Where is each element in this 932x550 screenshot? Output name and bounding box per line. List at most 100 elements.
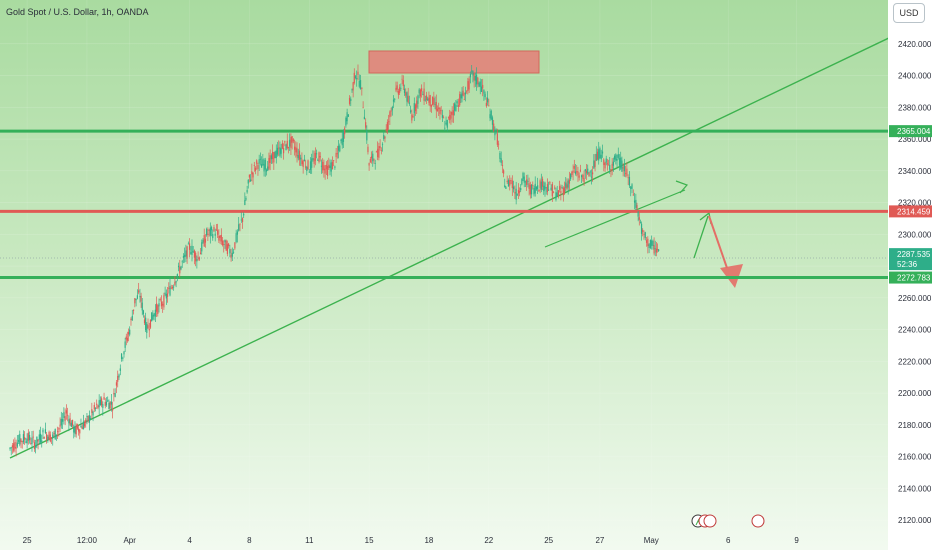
candle-body [283,148,285,154]
candle-body [633,200,636,203]
candle-body [357,71,359,75]
candle-body [251,171,253,175]
x-tick-label: 27 [595,536,604,545]
candle-body [417,95,419,104]
candle-body [24,437,26,440]
candle-body [149,319,152,328]
candle-body [214,233,216,236]
event-icons[interactable] [691,514,765,528]
candle-body [73,426,75,433]
candle-body [13,443,15,451]
candle-body [516,194,518,196]
candle-body [129,329,131,335]
candle-body [651,240,653,246]
candle-body [610,169,612,172]
candle-body [96,403,98,405]
candle-body [50,437,53,438]
candle-body [182,255,185,258]
candle-body [258,159,260,164]
candle-body [292,139,294,142]
candle-body [468,78,470,90]
candle-body [501,165,504,166]
candle-body [322,161,324,171]
candle-body [17,440,20,442]
us-flag-event-icon-2[interactable] [703,514,717,528]
currency-button[interactable]: USD [893,3,925,23]
candle-body [510,180,512,181]
candle-body [570,173,572,180]
candle-body [554,187,556,189]
y-tick-label: 2400.000 [898,72,932,81]
candle-body [383,135,385,140]
candle-body [636,205,638,209]
candle-body [257,164,259,170]
candle-body [107,400,109,402]
candle-body [410,110,412,113]
candle-body [379,146,381,149]
candle-body [561,187,563,188]
candle-body [509,180,511,186]
candle-body [323,165,325,171]
candle-body [484,93,486,98]
candle-body [289,139,291,147]
candle-body [386,122,389,131]
candle-body [541,178,544,187]
candle-body [342,131,345,142]
candle-body [630,186,632,189]
candle-body [198,257,200,260]
candle-body [139,296,141,298]
candle-body [348,98,351,104]
candle-body [37,439,39,442]
candle-body [447,116,450,118]
candle-body [148,328,150,331]
candle-body [85,419,87,423]
y-tick-label: 2200.000 [898,389,932,398]
candle-body [572,170,574,173]
candle-body [53,432,55,434]
candle-body [75,426,77,435]
candle-body [36,436,38,446]
y-tick-label: 2340.000 [898,167,932,176]
candle-body [213,227,215,231]
candle-body [559,186,561,190]
x-tick-label: 11 [305,536,314,545]
candle-body [309,161,312,170]
candle-body [607,164,610,166]
candle-body [593,160,595,169]
candle-body [622,167,624,169]
candle-body [612,161,614,166]
candle-body [423,88,425,101]
candle-body [165,293,167,299]
candle-body [585,170,588,174]
candle-body [464,92,467,95]
candle-body [390,110,392,112]
candle-body [498,143,500,145]
us-flag-event-icon-3[interactable] [751,514,765,528]
candle-body [16,442,18,447]
x-tick-label: May [644,536,659,545]
candle-body [124,341,126,348]
candle-body [146,323,148,333]
candle-body [340,139,342,142]
candle-body [430,104,432,107]
current-price-tag [889,248,932,271]
candle-body [250,179,252,182]
rising-trendline [9,35,894,459]
candle-body [397,90,400,95]
candle-body [35,445,37,448]
candle-body [142,310,144,315]
time-axis[interactable]: 25 12:00 Apr 4 8 11 15 18 22 25 27 May 6 9 [0,530,888,550]
candle-body [452,110,454,116]
candle-body [598,149,600,161]
candle-body [125,336,127,340]
y-tick-label: 2380.000 [898,103,932,112]
candle-body [515,188,517,200]
candle-body [365,122,367,128]
candle-body [192,251,194,253]
candle-body [443,117,445,119]
candle-body [511,180,513,189]
candle-body [199,252,202,255]
candle-body [232,251,235,253]
candle-body [68,419,70,424]
